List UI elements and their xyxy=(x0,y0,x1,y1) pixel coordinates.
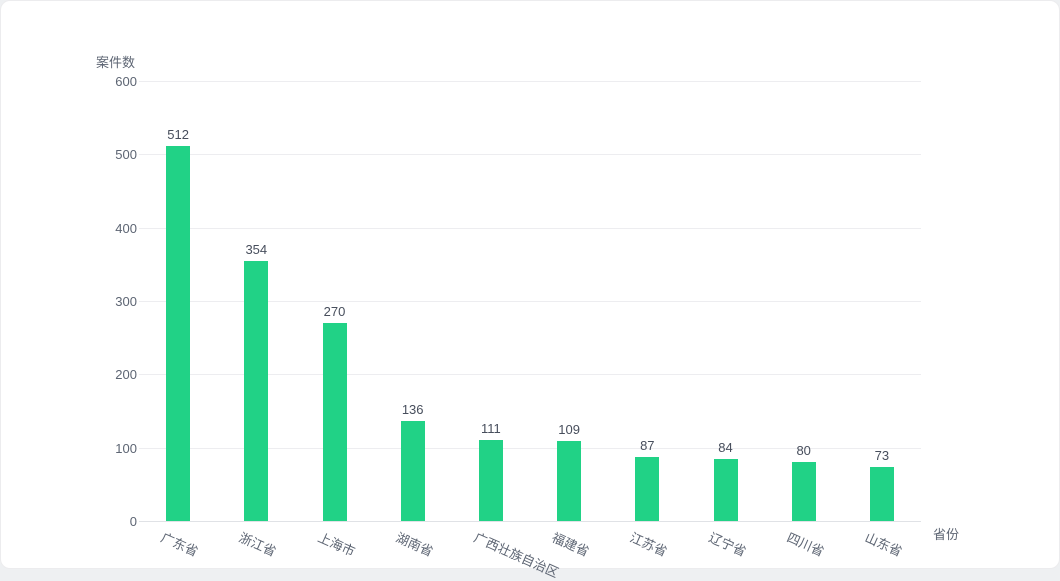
bar-辽宁省[interactable] xyxy=(713,459,738,521)
bar-广东省[interactable] xyxy=(166,145,191,521)
gridline-400 xyxy=(139,227,921,229)
bar-江苏省[interactable] xyxy=(635,457,660,521)
value-label-福建省: 109 xyxy=(558,422,580,438)
value-label-四川省: 80 xyxy=(796,443,811,459)
y-tick-label-100: 100 xyxy=(115,440,137,456)
bar-湖南省[interactable] xyxy=(400,421,425,521)
bar-四川省[interactable] xyxy=(791,462,816,521)
bar-上海市[interactable] xyxy=(322,323,347,521)
value-label-江苏省: 87 xyxy=(640,438,655,454)
x-tick-label-广东省: 广东省 xyxy=(158,529,201,560)
gridline-100 xyxy=(139,447,921,449)
x-tick-label-浙江省: 浙江省 xyxy=(236,529,279,560)
value-label-浙江省: 354 xyxy=(245,242,268,258)
y-axis-title: 案件数 xyxy=(96,55,136,70)
value-label-辽宁省: 84 xyxy=(718,440,733,456)
bar-广西壮族自治区[interactable] xyxy=(478,439,503,521)
x-tick-label-上海市: 上海市 xyxy=(315,529,357,560)
bar-浙江省[interactable] xyxy=(244,261,269,521)
x-tick-label-山东省: 山东省 xyxy=(862,529,905,560)
value-label-上海市: 270 xyxy=(323,304,346,319)
value-label-广西壮族自治区: 111 xyxy=(481,420,501,436)
x-axis-line xyxy=(139,521,921,522)
x-tick-label-福建省: 福建省 xyxy=(549,529,592,560)
gridline-200 xyxy=(139,374,921,376)
x-tick-label-江苏省: 江苏省 xyxy=(627,529,670,560)
x-tick-label-四川省: 四川省 xyxy=(784,529,827,560)
x-axis-title: 省份 xyxy=(933,527,960,542)
y-tick-label-500: 500 xyxy=(115,147,137,163)
x-tick-label-广西壮族自治区: 广西壮族自治区 xyxy=(471,529,561,581)
x-tick-label-辽宁省: 辽宁省 xyxy=(706,529,748,560)
value-label-山东省: 73 xyxy=(874,448,890,464)
value-label-广东省: 512 xyxy=(167,126,189,142)
x-tick-label-湖南省: 湖南省 xyxy=(393,529,436,560)
bar-福建省[interactable] xyxy=(557,441,582,521)
value-label-湖南省: 136 xyxy=(401,402,424,418)
gridline-300 xyxy=(139,301,921,302)
bar-山东省[interactable] xyxy=(869,467,894,521)
gridline-500 xyxy=(139,154,921,156)
y-tick-label-200: 200 xyxy=(115,367,137,383)
y-tick-label-300: 300 xyxy=(115,294,137,309)
y-tick-label-400: 400 xyxy=(115,220,137,236)
y-tick-label-0: 0 xyxy=(129,514,137,529)
y-tick-label-600: 600 xyxy=(115,74,137,89)
gridline-600 xyxy=(139,81,921,82)
